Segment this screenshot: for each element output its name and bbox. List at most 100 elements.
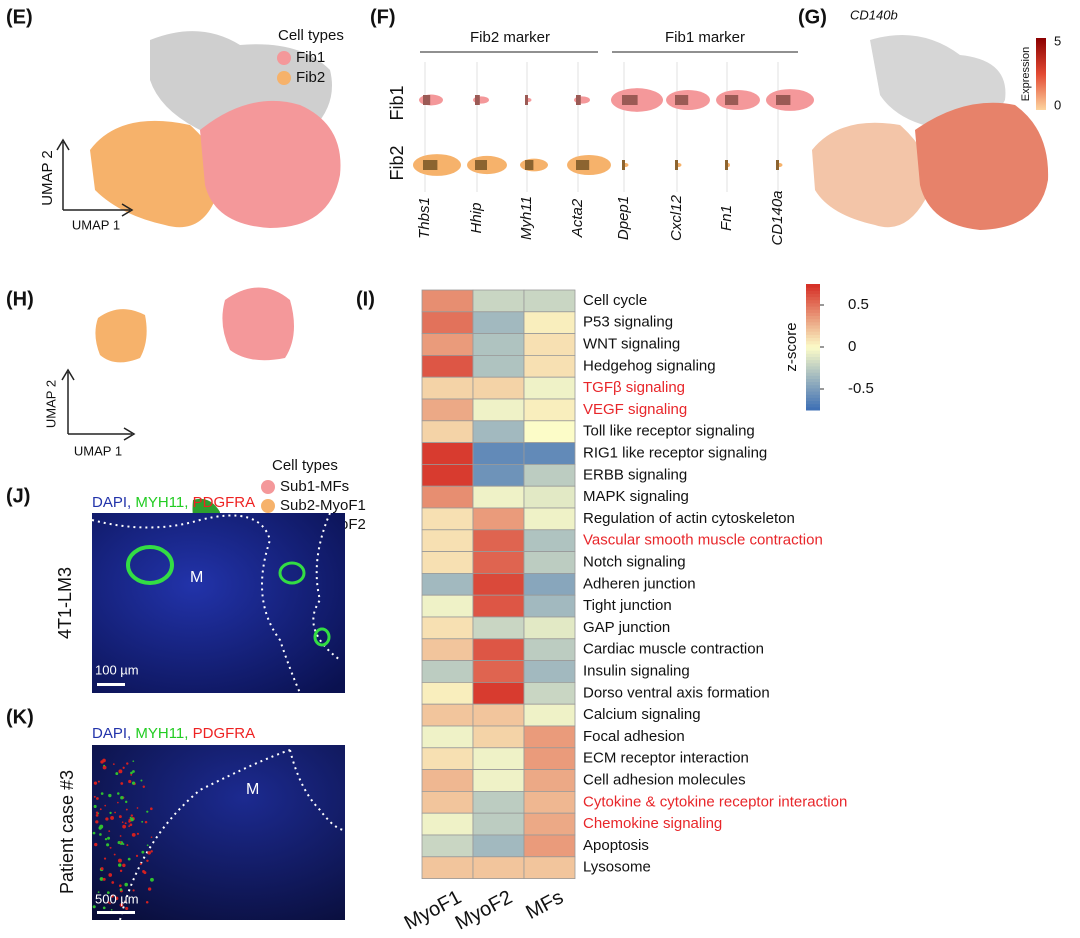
axis-label: UMAP 2 bbox=[39, 150, 56, 206]
signal-dot bbox=[124, 800, 128, 804]
heatmap-cell bbox=[523, 311, 576, 334]
stain: PDGFRA bbox=[193, 494, 256, 511]
heatmap-cell bbox=[523, 398, 576, 422]
signal-dot bbox=[103, 764, 106, 767]
violin-box bbox=[725, 95, 739, 105]
heatmap-cell bbox=[421, 616, 474, 640]
region-outline bbox=[289, 749, 346, 831]
heatmap-cell bbox=[421, 507, 474, 531]
row-label: Notch signaling bbox=[583, 553, 686, 570]
axis-label: UMAP 1 bbox=[72, 217, 120, 232]
signal-dot bbox=[120, 782, 124, 785]
colorbar-tick-label: 0 bbox=[848, 338, 856, 355]
legend-swatch bbox=[277, 51, 291, 65]
heatmap-cell bbox=[421, 289, 474, 313]
signal-dot bbox=[130, 771, 133, 775]
legend-label: Sub2-MyoF1 bbox=[280, 497, 366, 514]
signal-dot bbox=[149, 807, 153, 811]
cluster bbox=[222, 287, 294, 361]
signal-dot bbox=[109, 902, 111, 905]
panel-label: (F) bbox=[370, 6, 396, 28]
signal-dot bbox=[117, 792, 120, 795]
signal-dot bbox=[102, 877, 106, 881]
row-label: TGFβ signaling bbox=[583, 379, 685, 396]
row-label: Cell cycle bbox=[583, 292, 647, 309]
heatmap-cell bbox=[421, 660, 474, 683]
signal-dot bbox=[131, 832, 136, 837]
axis-label: UMAP 2 bbox=[43, 380, 58, 428]
heatmap-cell bbox=[472, 791, 525, 814]
heatmap-cell bbox=[472, 747, 525, 770]
signal-dot bbox=[98, 826, 102, 830]
signal-dot bbox=[92, 831, 96, 835]
heatmap-cell bbox=[421, 791, 474, 814]
heatmap-cell bbox=[421, 834, 474, 858]
signal-dot bbox=[110, 816, 114, 820]
row-label: Toll like receptor signaling bbox=[583, 423, 755, 440]
signal-dot bbox=[108, 793, 112, 798]
group-label: Fib2 marker bbox=[470, 29, 550, 46]
signal-dot bbox=[132, 770, 135, 773]
colorbar-segment bbox=[806, 391, 820, 395]
violin-box bbox=[423, 160, 438, 170]
violin-box bbox=[622, 160, 625, 170]
row-label: Vascular smooth muscle contraction bbox=[583, 532, 823, 549]
signal-dot bbox=[99, 808, 102, 811]
signal-dot bbox=[121, 821, 124, 824]
heatmap-cell bbox=[472, 660, 525, 683]
colorbar-segment bbox=[806, 328, 820, 332]
colorbar-segment bbox=[806, 384, 820, 389]
panel-label: (K) bbox=[6, 706, 34, 728]
row-label: WNT signaling bbox=[583, 335, 680, 352]
signal-dot bbox=[111, 881, 115, 884]
heatmap-cell bbox=[472, 507, 525, 531]
signal-dot bbox=[102, 906, 106, 910]
signal-dot bbox=[96, 797, 99, 800]
signal-dot bbox=[128, 779, 132, 784]
colorbar-segment bbox=[806, 293, 820, 298]
signal-dot bbox=[130, 774, 133, 776]
violin-box bbox=[776, 95, 791, 105]
heatmap-cell bbox=[421, 463, 474, 487]
gene-label: Fn1 bbox=[718, 205, 735, 231]
heatmap-cell bbox=[472, 856, 525, 879]
colorbar-segment bbox=[806, 340, 820, 345]
signal-dot bbox=[92, 905, 96, 909]
heatmap-cell bbox=[523, 333, 576, 356]
signal-dot bbox=[150, 877, 154, 882]
heatmap-cell bbox=[523, 376, 576, 400]
micrograph bbox=[92, 513, 345, 693]
colorbar-segment bbox=[806, 315, 820, 320]
signal-dot bbox=[147, 887, 152, 891]
colorbar-segment bbox=[806, 362, 820, 367]
arrow-head bbox=[121, 203, 134, 217]
vessel bbox=[313, 627, 331, 647]
cluster bbox=[812, 122, 930, 228]
signal-dot bbox=[142, 785, 146, 788]
legend-label: Sub1-MFs bbox=[280, 478, 349, 495]
legend-label: Fib1 bbox=[296, 49, 325, 66]
heatmap-cell bbox=[421, 769, 474, 792]
signal-dot bbox=[109, 811, 112, 815]
signal-dot bbox=[99, 877, 104, 881]
colorbar-segment bbox=[806, 318, 820, 323]
signal-dot bbox=[136, 807, 139, 809]
heatmap-cell bbox=[523, 463, 576, 487]
cluster bbox=[95, 309, 147, 363]
colorbar-segment bbox=[806, 381, 820, 386]
signal-dot bbox=[118, 863, 122, 867]
heatmap-cell bbox=[472, 311, 525, 334]
heatmap-cell bbox=[472, 463, 525, 487]
heatmap-cell bbox=[472, 376, 525, 400]
signal-dot bbox=[106, 843, 110, 847]
heatmap-cell bbox=[421, 725, 474, 749]
colorbar-segment bbox=[806, 356, 820, 361]
arrow-head bbox=[61, 368, 75, 381]
row-label: Fib2 bbox=[387, 145, 407, 180]
heatmap-cell bbox=[523, 529, 576, 552]
signal-dot bbox=[122, 863, 126, 868]
heatmap-cell bbox=[421, 485, 474, 509]
colorbar-segment bbox=[806, 337, 820, 342]
row-label: MAPK signaling bbox=[583, 488, 689, 505]
violin-box bbox=[525, 95, 528, 105]
